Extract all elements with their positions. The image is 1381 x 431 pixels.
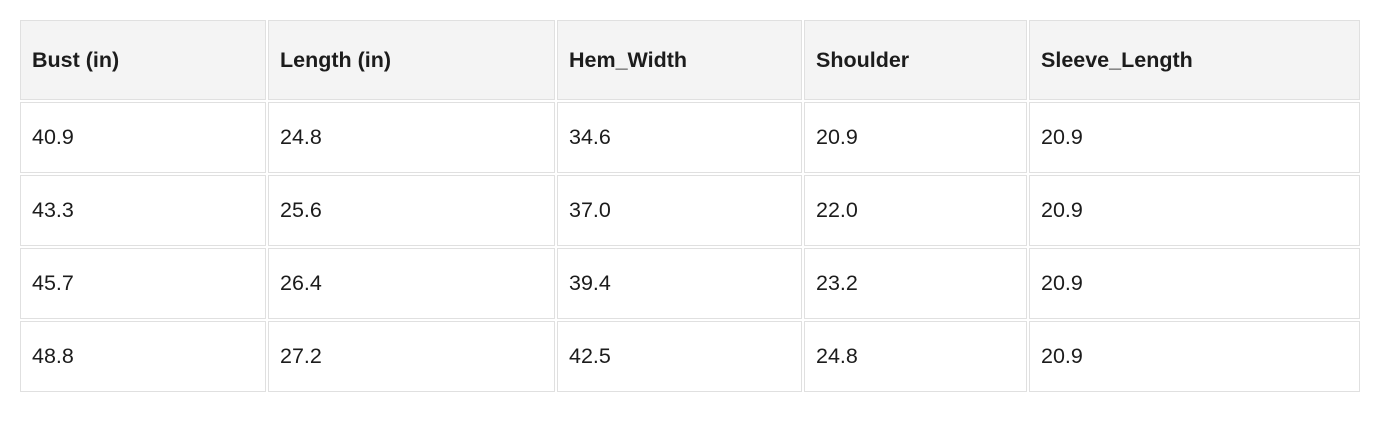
table-cell: 22.0 — [804, 175, 1027, 246]
table-cell: 40.9 — [20, 102, 266, 173]
table-cell: 42.5 — [557, 321, 802, 392]
table-row: 48.8 27.2 42.5 24.8 20.9 — [20, 321, 1360, 392]
table-row: 43.3 25.6 37.0 22.0 20.9 — [20, 175, 1360, 246]
table-cell: 48.8 — [20, 321, 266, 392]
size-measurements-table: Bust (in) Length (in) Hem_Width Shoulder… — [18, 18, 1362, 394]
table-cell: 34.6 — [557, 102, 802, 173]
table-cell: 37.0 — [557, 175, 802, 246]
column-header-shoulder: Shoulder — [804, 20, 1027, 100]
table-cell: 39.4 — [557, 248, 802, 319]
table-cell: 20.9 — [1029, 175, 1360, 246]
table-cell: 24.8 — [268, 102, 555, 173]
table-cell: 20.9 — [1029, 102, 1360, 173]
table-cell: 20.9 — [1029, 321, 1360, 392]
table-row: 45.7 26.4 39.4 23.2 20.9 — [20, 248, 1360, 319]
column-header-sleeve-length: Sleeve_Length — [1029, 20, 1360, 100]
table-cell: 43.3 — [20, 175, 266, 246]
table-header-row: Bust (in) Length (in) Hem_Width Shoulder… — [20, 20, 1360, 100]
column-header-length: Length (in) — [268, 20, 555, 100]
table-row: 40.9 24.8 34.6 20.9 20.9 — [20, 102, 1360, 173]
table-cell: 27.2 — [268, 321, 555, 392]
table-cell: 25.6 — [268, 175, 555, 246]
column-header-hem-width: Hem_Width — [557, 20, 802, 100]
table-cell: 24.8 — [804, 321, 1027, 392]
table-cell: 45.7 — [20, 248, 266, 319]
table-cell: 20.9 — [1029, 248, 1360, 319]
table-cell: 23.2 — [804, 248, 1027, 319]
column-header-bust: Bust (in) — [20, 20, 266, 100]
table-cell: 20.9 — [804, 102, 1027, 173]
table-cell: 26.4 — [268, 248, 555, 319]
